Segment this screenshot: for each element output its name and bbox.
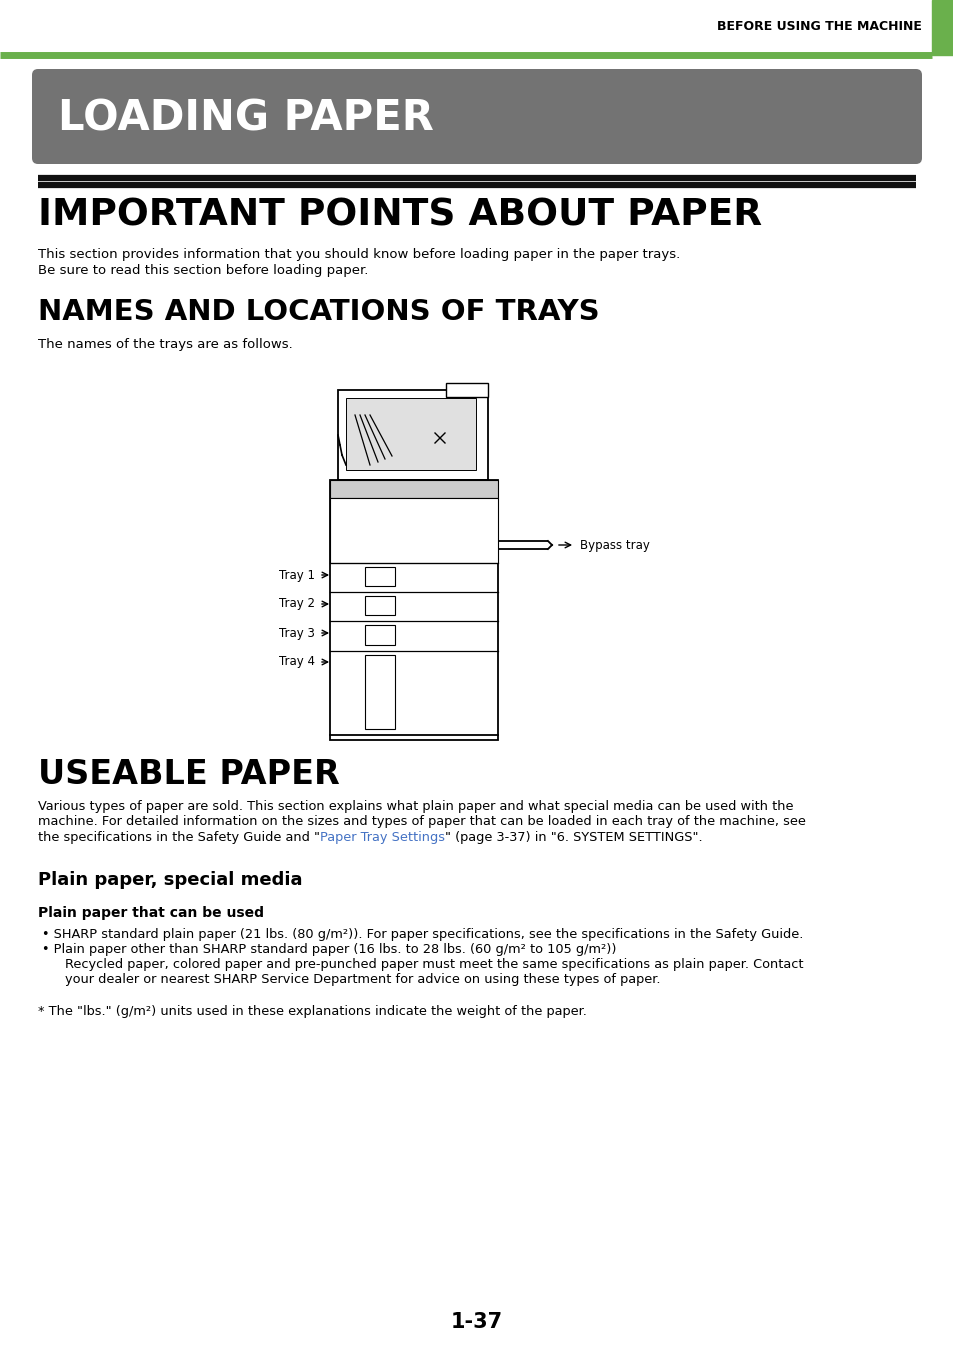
Text: Various types of paper are sold. This section explains what plain paper and what: Various types of paper are sold. This se…: [38, 801, 793, 813]
Bar: [337, 390, 488, 481]
Text: BEFORE USING THE MACHINE: BEFORE USING THE MACHINE: [717, 20, 921, 34]
Bar: [446, 383, 488, 397]
Text: Plain paper that can be used: Plain paper that can be used: [38, 906, 264, 919]
Text: Recycled paper, colored paper and pre-punched paper must meet the same specifica: Recycled paper, colored paper and pre-pu…: [65, 958, 802, 971]
Text: * The "lbs." (g/m²) units used in these explanations indicate the weight of the : * The "lbs." (g/m²) units used in these …: [38, 1004, 586, 1018]
Bar: [365, 655, 395, 729]
Text: The names of the trays are as follows.: The names of the trays are as follows.: [38, 338, 293, 351]
Text: Paper Tray Settings: Paper Tray Settings: [319, 832, 444, 844]
Bar: [346, 398, 476, 470]
Text: Bypass tray: Bypass tray: [579, 539, 649, 552]
Text: Tray 1: Tray 1: [278, 568, 314, 582]
Text: Tray 2: Tray 2: [278, 598, 314, 610]
Text: Tray 4: Tray 4: [278, 656, 314, 668]
Text: machine. For detailed information on the sizes and types of paper that can be lo: machine. For detailed information on the…: [38, 815, 805, 829]
Bar: [365, 625, 395, 645]
Text: NAMES AND LOCATIONS OF TRAYS: NAMES AND LOCATIONS OF TRAYS: [38, 298, 599, 325]
Text: 1-37: 1-37: [451, 1312, 502, 1332]
Text: Be sure to read this section before loading paper.: Be sure to read this section before load…: [38, 265, 368, 277]
Text: " (page 3-37) in "6. SYSTEM SETTINGS".: " (page 3-37) in "6. SYSTEM SETTINGS".: [444, 832, 702, 844]
Text: your dealer or nearest SHARP Service Department for advice on using these types : your dealer or nearest SHARP Service Dep…: [65, 973, 659, 985]
Bar: [330, 481, 497, 740]
Text: Tray 3: Tray 3: [279, 626, 314, 640]
Text: LOADING PAPER: LOADING PAPER: [58, 97, 434, 139]
Bar: [330, 498, 497, 563]
Text: • SHARP standard plain paper (21 lbs. (80 g/m²)). For paper specifications, see : • SHARP standard plain paper (21 lbs. (8…: [42, 927, 802, 941]
FancyBboxPatch shape: [32, 69, 921, 163]
Text: USEABLE PAPER: USEABLE PAPER: [38, 757, 339, 791]
Bar: [330, 481, 497, 498]
Bar: [365, 595, 395, 616]
Bar: [365, 567, 395, 586]
Text: the specifications in the Safety Guide and ": the specifications in the Safety Guide a…: [38, 832, 319, 844]
Bar: [931, 0, 953, 55]
Text: Plain paper, special media: Plain paper, special media: [38, 871, 302, 890]
Text: • Plain paper other than SHARP standard paper (16 lbs. to 28 lbs. (60 g/m² to 10: • Plain paper other than SHARP standard …: [42, 944, 616, 956]
Text: IMPORTANT POINTS ABOUT PAPER: IMPORTANT POINTS ABOUT PAPER: [38, 198, 761, 234]
Text: This section provides information that you should know before loading paper in t: This section provides information that y…: [38, 248, 679, 261]
